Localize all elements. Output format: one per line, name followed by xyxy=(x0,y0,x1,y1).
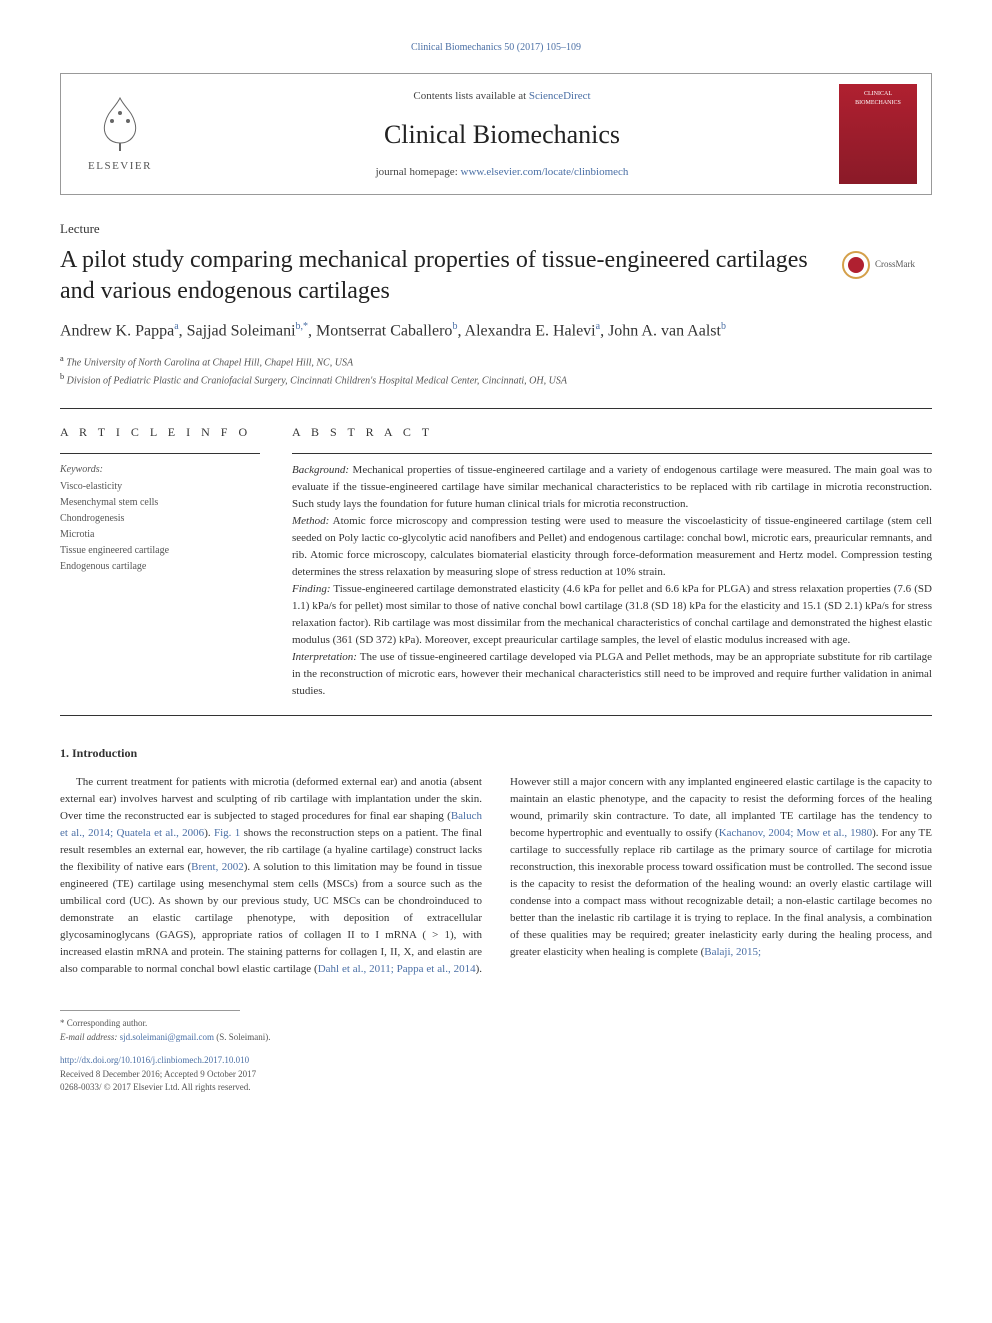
elsevier-logo: ELSEVIER xyxy=(75,87,165,182)
title-row: A pilot study comparing mechanical prope… xyxy=(60,245,932,307)
keyword-item: Microtia xyxy=(60,527,260,543)
corresponding-author-footnote: * Corresponding author. E-mail address: … xyxy=(60,1017,932,1044)
reference-link-2[interactable]: Brent, 2002 xyxy=(191,861,244,873)
article-info-column: A R T I C L E I N F O Keywords: Visco-el… xyxy=(60,423,260,701)
homepage-line: journal homepage: www.elsevier.com/locat… xyxy=(181,164,823,181)
keyword-item: Tissue engineered cartilage xyxy=(60,543,260,559)
intro-text-1: The current treatment for patients with … xyxy=(60,776,482,822)
cover-text-2: BIOMECHANICS xyxy=(855,99,901,108)
abstract-paragraphs: Background: Mechanical properties of tis… xyxy=(292,462,932,701)
keyword-item: Endogenous cartilage xyxy=(60,559,260,575)
intro-text-2c: ). For any TE cartilage to successfully … xyxy=(510,827,932,958)
footer-divider xyxy=(60,1010,240,1011)
affiliations-list: a The University of North Carolina at Ch… xyxy=(60,353,932,388)
elsevier-tree-icon xyxy=(90,93,150,153)
contents-prefix: Contents lists available at xyxy=(413,90,528,102)
intro-head: 1. Introduction xyxy=(60,744,932,762)
intro-paragraph: The current treatment for patients with … xyxy=(60,774,932,979)
crossmark-badge[interactable]: CrossMark xyxy=(842,245,932,285)
sciencedirect-link[interactable]: ScienceDirect xyxy=(529,90,591,102)
email-label: E-mail address: xyxy=(60,1032,120,1042)
email-suffix: (S. Soleimani). xyxy=(214,1032,271,1042)
publisher-name: ELSEVIER xyxy=(88,158,152,175)
article-title: A pilot study comparing mechanical prope… xyxy=(60,245,822,307)
affiliation-item: b Division of Pediatric Plastic and Cran… xyxy=(60,371,932,388)
body-columns: The current treatment for patients with … xyxy=(60,774,932,979)
doi-link[interactable]: http://dx.doi.org/10.1016/j.clinbiomech.… xyxy=(60,1055,249,1065)
article-type: Lecture xyxy=(60,219,932,239)
corr-author-line: * Corresponding author. xyxy=(60,1017,932,1031)
keywords-list: Visco-elasticityMesenchymal stem cellsCh… xyxy=(60,479,260,575)
keyword-item: Visco-elasticity xyxy=(60,479,260,495)
citation-line: Clinical Biomechanics 50 (2017) 105–109 xyxy=(60,40,932,55)
issn-line: 0268-0033/ © 2017 Elsevier Ltd. All righ… xyxy=(60,1081,932,1095)
doi-footer: http://dx.doi.org/10.1016/j.clinbiomech.… xyxy=(60,1054,932,1095)
journal-header-box: ELSEVIER Contents lists available at Sci… xyxy=(60,73,932,195)
abstract-para: Finding: Tissue-engineered cartilage dem… xyxy=(292,581,932,649)
info-divider xyxy=(60,453,260,454)
figure-link[interactable]: Fig. 1 xyxy=(214,827,240,839)
reference-link-3[interactable]: Dahl et al., 2011; Pappa et al., 2014 xyxy=(318,963,476,975)
intro-section: 1. Introduction The current treatment fo… xyxy=(60,744,932,979)
abstract-divider xyxy=(292,453,932,454)
divider-top xyxy=(60,408,932,409)
keyword-item: Mesenchymal stem cells xyxy=(60,495,260,511)
cover-text-1: CLINICAL xyxy=(864,90,892,99)
abstract-para: Interpretation: The use of tissue-engine… xyxy=(292,649,932,700)
header-center: Contents lists available at ScienceDirec… xyxy=(181,88,823,180)
abstract-head: A B S T R A C T xyxy=(292,423,932,441)
affiliation-item: a The University of North Carolina at Ch… xyxy=(60,353,932,370)
abstract-column: A B S T R A C T Background: Mechanical p… xyxy=(292,423,932,701)
crossmark-icon xyxy=(842,251,870,279)
info-abstract-row: A R T I C L E I N F O Keywords: Visco-el… xyxy=(60,423,932,701)
article-info-head: A R T I C L E I N F O xyxy=(60,423,260,441)
crossmark-label: CrossMark xyxy=(875,258,915,272)
contents-available-line: Contents lists available at ScienceDirec… xyxy=(181,88,823,105)
email-link[interactable]: sjd.soleimani@gmail.com xyxy=(120,1032,214,1042)
journal-cover-thumbnail: CLINICAL BIOMECHANICS xyxy=(839,84,917,184)
divider-bottom xyxy=(60,715,932,716)
homepage-link[interactable]: www.elsevier.com/locate/clinbiomech xyxy=(461,166,629,178)
reference-link-5[interactable]: Balaji, 2015; xyxy=(704,946,761,958)
keyword-item: Chondrogenesis xyxy=(60,511,260,527)
journal-title: Clinical Biomechanics xyxy=(181,115,823,154)
abstract-para: Method: Atomic force microscopy and comp… xyxy=(292,513,932,581)
keywords-label: Keywords: xyxy=(60,462,260,477)
homepage-prefix: journal homepage: xyxy=(376,166,461,178)
email-line: E-mail address: sjd.soleimani@gmail.com … xyxy=(60,1031,932,1045)
abstract-para: Background: Mechanical properties of tis… xyxy=(292,462,932,513)
intro-text-1d: ). A solution to this limitation may be … xyxy=(60,861,482,958)
received-line: Received 8 December 2016; Accepted 9 Oct… xyxy=(60,1068,932,1082)
intro-text-1b: ). xyxy=(204,827,214,839)
reference-link-4[interactable]: Kachanov, 2004; Mow et al., 1980 xyxy=(719,827,872,839)
authors-list: Andrew K. Pappaa, Sajjad Soleimanib,*, M… xyxy=(60,319,932,343)
